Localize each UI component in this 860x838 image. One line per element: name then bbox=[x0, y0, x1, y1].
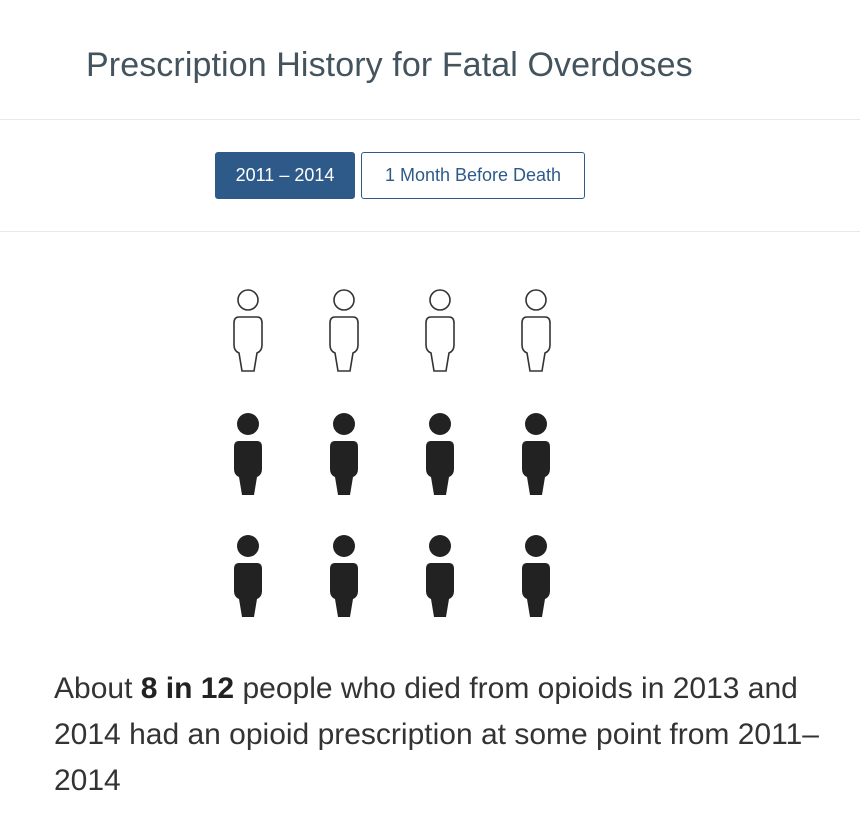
summary-text: About 8 in 12 people who died from opioi… bbox=[54, 666, 834, 804]
person-head bbox=[429, 289, 451, 311]
person-icon-outline bbox=[521, 289, 551, 372]
summary-prefix: About bbox=[54, 672, 141, 705]
person-body bbox=[521, 316, 551, 372]
person-head bbox=[237, 289, 259, 311]
person-icon-filled bbox=[330, 413, 358, 495]
tab-2011-2014[interactable]: 2011 – 2014 bbox=[215, 152, 355, 199]
person-body bbox=[426, 563, 454, 617]
person-head bbox=[525, 289, 547, 311]
page-title: Prescription History for Fatal Overdoses bbox=[86, 46, 693, 84]
person-body bbox=[522, 563, 550, 617]
person-head bbox=[429, 535, 451, 557]
person-icon-outline bbox=[425, 289, 455, 372]
person-head bbox=[237, 535, 259, 557]
person-head bbox=[429, 413, 451, 435]
person-body bbox=[522, 441, 550, 495]
person-icon-outline bbox=[329, 289, 359, 372]
person-body bbox=[233, 316, 263, 372]
time-period-tabs: 2011 – 2014 1 Month Before Death bbox=[215, 152, 585, 199]
person-body bbox=[426, 441, 454, 495]
person-icon-filled bbox=[522, 535, 550, 617]
header-divider bbox=[0, 119, 860, 120]
person-body bbox=[330, 563, 358, 617]
tabs-divider bbox=[0, 231, 860, 232]
person-head bbox=[237, 413, 259, 435]
person-head bbox=[333, 413, 355, 435]
person-body bbox=[234, 563, 262, 617]
summary-suffix: people who died from opioids in 2013 and… bbox=[54, 672, 819, 797]
tab-1-month-before-death[interactable]: 1 Month Before Death bbox=[361, 152, 585, 199]
person-icon-filled bbox=[234, 535, 262, 617]
person-icon-outline bbox=[233, 289, 263, 372]
person-icon-filled bbox=[426, 535, 454, 617]
person-body bbox=[234, 441, 262, 495]
person-body bbox=[425, 316, 455, 372]
person-head bbox=[525, 535, 547, 557]
person-head bbox=[333, 535, 355, 557]
person-body bbox=[329, 316, 359, 372]
person-head bbox=[333, 289, 355, 311]
person-icon-filled bbox=[234, 413, 262, 495]
person-body bbox=[330, 441, 358, 495]
summary-highlight: 8 in 12 bbox=[140, 672, 235, 705]
person-head bbox=[525, 413, 547, 435]
person-icon-filled bbox=[426, 413, 454, 495]
person-icon-filled bbox=[330, 535, 358, 617]
person-icon-filled bbox=[522, 413, 550, 495]
